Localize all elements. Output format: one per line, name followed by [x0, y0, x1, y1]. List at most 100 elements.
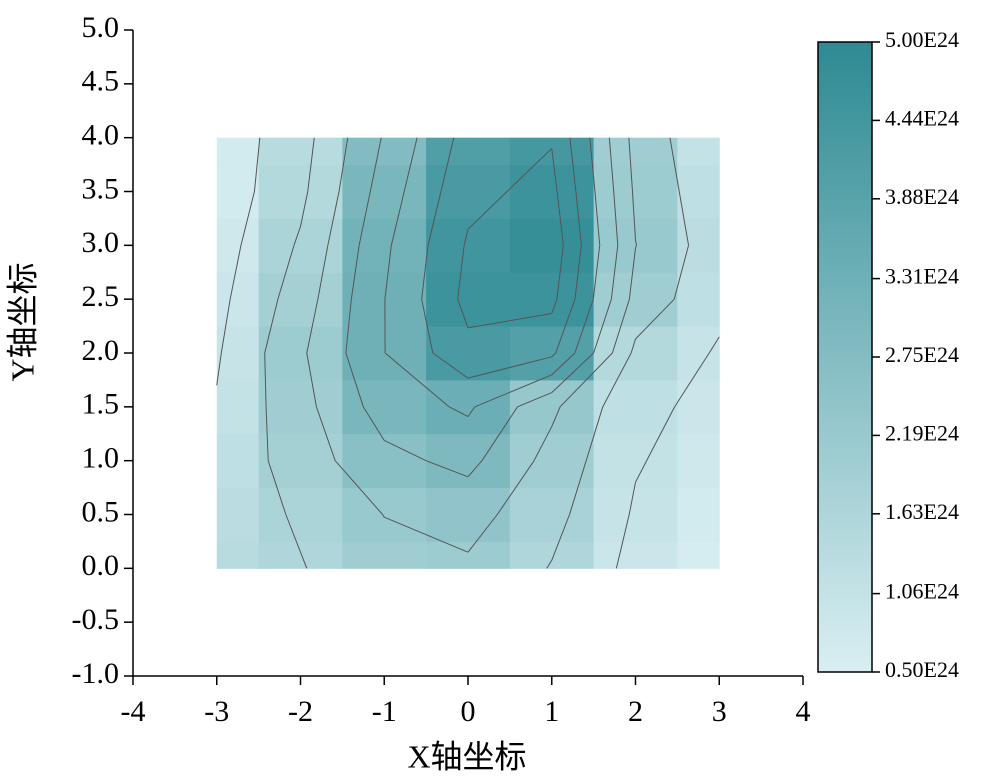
contour-line [517, 392, 552, 408]
y-tick-label: 3.0 [82, 226, 120, 259]
cell [258, 541, 343, 569]
contour-line [635, 460, 648, 483]
contour-line [613, 191, 619, 246]
x-tick-label: 4 [796, 695, 811, 728]
x-tick-label: 2 [628, 695, 643, 728]
colorbar-tick-label: 2.75E24 [885, 342, 959, 367]
contour-line [216, 352, 222, 386]
cell [342, 379, 427, 435]
contour-line [592, 245, 601, 300]
x-tick-label: 3 [712, 695, 727, 728]
cell [677, 487, 720, 542]
contour-line [551, 298, 558, 314]
cell [677, 137, 720, 166]
cell [216, 433, 260, 489]
contour-line [585, 406, 604, 461]
contour-line [635, 298, 675, 340]
cell [342, 164, 427, 219]
cell [677, 541, 720, 569]
contour-line [569, 460, 587, 515]
contour-line [315, 406, 336, 461]
contour-line [457, 298, 469, 329]
contour-line [678, 191, 690, 246]
cell [342, 326, 427, 381]
contour-line [384, 352, 450, 408]
cell [258, 379, 343, 435]
cell [426, 379, 511, 435]
cell [216, 379, 260, 435]
contour-line [559, 352, 613, 408]
cell [258, 218, 343, 273]
contour-line [264, 352, 267, 407]
contour-line [229, 245, 242, 300]
contour-line [575, 191, 582, 246]
cell [677, 218, 720, 273]
cell [258, 487, 343, 542]
colorbar-tick-label: 0.50E24 [885, 657, 959, 682]
cell [509, 541, 595, 569]
contour-line [506, 148, 553, 192]
cell [342, 541, 427, 569]
contour-line [608, 137, 615, 192]
y-tick-label: -0.5 [72, 603, 120, 636]
cell [677, 326, 720, 381]
contour-line [673, 245, 690, 300]
contour-line [253, 137, 261, 192]
colorbar [817, 41, 873, 673]
cell [258, 164, 343, 219]
cell [677, 164, 720, 219]
contour-line [546, 559, 553, 569]
contour-line [533, 426, 553, 461]
y-tick-label: 0.5 [82, 495, 120, 528]
cell [216, 218, 260, 273]
contour-line [345, 299, 352, 354]
cell [509, 326, 595, 381]
x-tick-label: 0 [461, 695, 476, 728]
contour-line [467, 356, 552, 379]
colorbar-tick-label: 3.31E24 [885, 264, 959, 289]
contour-line [496, 460, 535, 515]
contour-line [432, 352, 469, 379]
contour-line [334, 460, 383, 515]
contour-line [425, 460, 469, 478]
contour-line [382, 514, 385, 518]
cell [509, 487, 595, 542]
contour-line [240, 191, 255, 246]
contour-line [358, 191, 371, 246]
contour-line [556, 191, 564, 246]
cell [258, 433, 343, 489]
contour-line [264, 299, 279, 354]
cell [216, 541, 260, 569]
cell [593, 487, 678, 542]
contour-line [708, 336, 720, 354]
contour-line [448, 406, 469, 417]
cell [258, 137, 343, 166]
cell [216, 326, 260, 381]
contour-line [467, 313, 552, 329]
cell [593, 433, 678, 489]
colorbar-tick-label: 5.00E24 [885, 27, 959, 52]
cell [258, 326, 343, 381]
contour-line [421, 299, 434, 354]
contour-line [551, 514, 571, 561]
colorbar-tick-label: 1.06E24 [885, 579, 959, 604]
cell [677, 272, 720, 327]
y-tick-label: 4.0 [82, 119, 120, 152]
contour-line [457, 245, 465, 300]
contour-line [551, 352, 576, 376]
contour-line [306, 352, 317, 407]
cell [593, 272, 678, 327]
contour-line [551, 406, 561, 427]
colorbar-tick-label: 2.19E24 [885, 420, 959, 445]
cell [509, 164, 595, 219]
cell [216, 137, 260, 166]
y-tick-label: 2.5 [82, 280, 120, 313]
contour-line [594, 191, 601, 246]
contour-line [628, 137, 633, 192]
contour-line [611, 299, 630, 354]
contour-line [467, 406, 476, 417]
contour-line [300, 191, 309, 227]
contour-line [384, 516, 469, 553]
contour-line [467, 460, 483, 478]
